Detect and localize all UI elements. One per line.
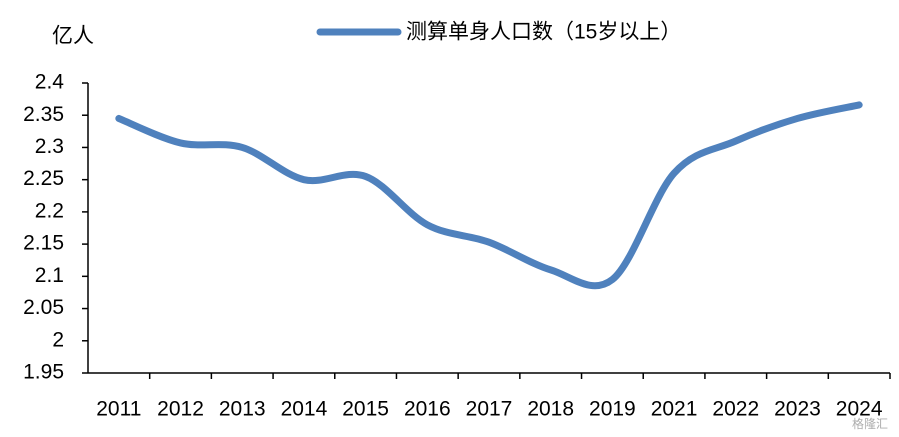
- watermark: 格隆汇: [852, 416, 888, 431]
- data-line: [115, 101, 863, 290]
- x-tick-label: 2013: [219, 398, 266, 421]
- legend-label: 测算单身人口数（15岁以上）: [406, 21, 681, 44]
- y-tick-label: 2.05: [23, 296, 64, 319]
- x-tick-label: 2014: [281, 398, 328, 421]
- x-tick-label: 2016: [404, 398, 451, 421]
- x-tick-label: 2017: [466, 398, 513, 421]
- x-tick-label: 2015: [342, 398, 389, 421]
- x-tick-label: 2023: [774, 398, 821, 421]
- y-tick-label: 2.35: [23, 103, 64, 126]
- y-tick-label: 2.25: [23, 167, 64, 190]
- x-tick-label: 2012: [157, 398, 204, 421]
- y-tick-label: 2.1: [35, 264, 64, 287]
- x-tick-label: 2011: [96, 398, 141, 421]
- y-tick-label: 2: [52, 328, 64, 351]
- y-tick-label: 2.15: [23, 232, 64, 255]
- x-tick-label: 2022: [712, 398, 759, 421]
- x-tick-label: 2024: [836, 398, 883, 421]
- x-tick-label: 2021: [651, 398, 698, 421]
- y-tick-label: 1.95: [23, 361, 64, 384]
- y-tick-label: 2.4: [35, 71, 65, 94]
- y-unit: 亿人: [52, 25, 94, 48]
- x-tick-label: 2018: [527, 398, 574, 421]
- x-tick-label: 2019: [589, 398, 636, 421]
- y-tick-label: 2.2: [35, 199, 64, 222]
- y-tick-label: 2.3: [35, 135, 64, 158]
